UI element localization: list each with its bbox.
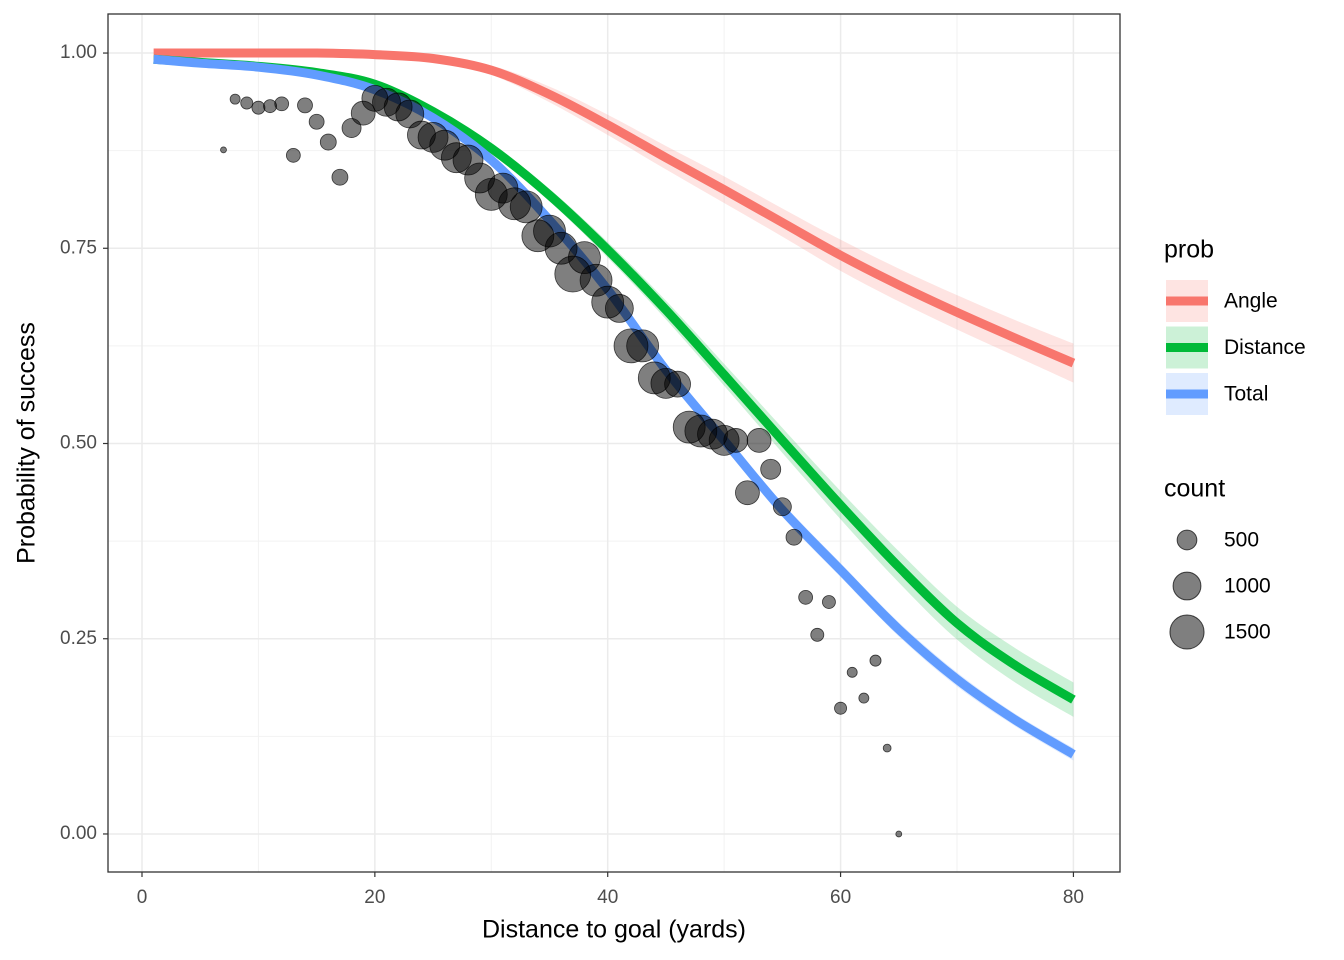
point: [822, 595, 836, 609]
point: [285, 147, 301, 163]
point: [240, 96, 254, 110]
legend-size-key: [1172, 571, 1202, 601]
x-tick-label: 20: [364, 887, 385, 908]
x-tick-label: 80: [1063, 887, 1084, 908]
y-tick-label: 0.75: [60, 237, 97, 258]
point: [263, 99, 277, 114]
point: [858, 692, 870, 704]
point: [798, 589, 813, 605]
point: [834, 701, 848, 715]
point: [882, 743, 892, 753]
point: [723, 428, 749, 453]
size-legend-title: count: [1164, 475, 1225, 503]
point: [626, 329, 660, 363]
y-axis-title: Probability of success: [13, 322, 41, 564]
point: [274, 96, 290, 112]
point: [810, 627, 825, 642]
point: [846, 666, 858, 678]
panel-border: [107, 13, 1121, 873]
x-axis-title: Distance to goal (yards): [482, 916, 746, 944]
y-tick-label: 0.25: [60, 628, 97, 649]
point: [895, 830, 903, 838]
point: [220, 146, 227, 154]
point: [308, 113, 325, 130]
confidence-band: [153, 52, 1074, 383]
legend-size-label: 1500: [1224, 621, 1271, 644]
legend-label: Total: [1224, 383, 1268, 406]
y-tick-label: 0.00: [60, 823, 97, 844]
point: [664, 370, 691, 398]
legend-label: Distance: [1224, 336, 1306, 359]
point: [746, 428, 772, 453]
x-tick-label: 40: [597, 887, 618, 908]
x-tick-label: 60: [830, 887, 851, 908]
point: [785, 528, 803, 546]
point: [229, 93, 241, 105]
confidence-band: [153, 57, 1074, 717]
point: [319, 133, 337, 151]
point: [604, 294, 634, 323]
point: [772, 497, 792, 517]
point: [735, 480, 760, 506]
y-tick-label: 1.00: [60, 42, 97, 63]
point: [869, 654, 882, 667]
legend-title: prob: [1164, 236, 1214, 264]
legend-size-label: 500: [1224, 529, 1259, 552]
point: [251, 100, 266, 115]
point: [297, 97, 313, 114]
legend-size-key: [1176, 529, 1198, 551]
legend-size-key: [1169, 614, 1205, 650]
line: [153, 48, 1076, 368]
y-tick-label: 0.50: [60, 433, 97, 454]
point: [509, 190, 543, 224]
plot-area: 0 20 40 60 80 0.00 0.25 0.50 0.75 1.00: [60, 13, 1121, 908]
legend-label: Angle: [1224, 290, 1278, 313]
point: [331, 168, 349, 186]
x-tick-label: 0: [137, 887, 148, 908]
legend-size-label: 1000: [1224, 575, 1271, 598]
point: [760, 458, 782, 480]
